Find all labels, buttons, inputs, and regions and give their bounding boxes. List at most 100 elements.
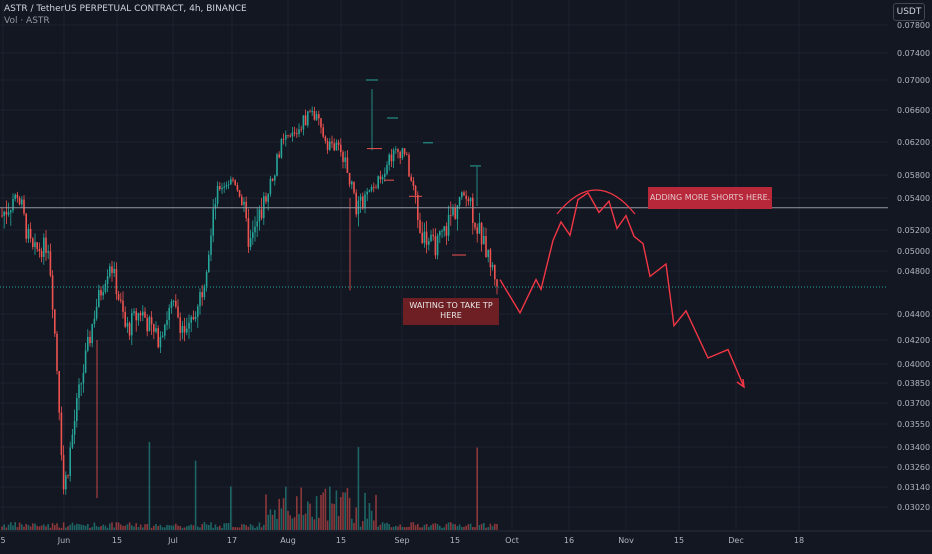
time-tick-label: Oct [505, 536, 519, 545]
volume-bar [227, 522, 230, 530]
price-tick-label: 0.03260 [897, 463, 930, 472]
volume-bar [359, 526, 362, 530]
candle-body [109, 266, 111, 277]
volume-bar [458, 524, 461, 530]
price-axis[interactable]: 0.07800 0.07400 0.07000 0.06600 0.06200 0.058… [888, 0, 932, 550]
candle-body [353, 181, 355, 193]
volume-bar [423, 524, 426, 530]
candle-body [307, 111, 309, 126]
currency-button[interactable]: USDT [893, 3, 925, 21]
candle-body [337, 142, 340, 145]
volume-bar [348, 497, 351, 530]
candle-body [329, 141, 331, 150]
candle-body [483, 235, 485, 245]
candle-body [23, 199, 25, 214]
volume-bar [478, 525, 481, 530]
candle-body [487, 249, 489, 258]
candle-body [89, 336, 91, 344]
candle-body [87, 336, 89, 351]
volume-bar [12, 525, 14, 530]
candle-body [232, 179, 234, 181]
volume-bar [351, 518, 353, 530]
candle-body [106, 276, 109, 284]
candle-body [375, 187, 377, 189]
volume-bar [476, 447, 478, 530]
candle-body [91, 324, 93, 344]
candle-body [469, 197, 472, 202]
candle-body [236, 185, 239, 191]
candle-body [392, 149, 395, 162]
candle-body [269, 178, 272, 195]
candle-body [10, 210, 12, 213]
candle-body [82, 372, 85, 384]
volume-bar [40, 525, 43, 530]
candle-body [379, 176, 382, 180]
volume-bar [120, 524, 122, 530]
candle-body [368, 190, 371, 192]
candle-body [478, 222, 481, 234]
candle-body [366, 191, 368, 195]
time-tick-label: 5 [0, 536, 5, 545]
volume-bar [417, 523, 419, 530]
volume-bar [190, 524, 192, 530]
price-tick-label: 0.05400 [897, 194, 930, 203]
volume-bar [269, 509, 272, 530]
volume-bar [469, 523, 472, 530]
candle-body [388, 154, 390, 165]
volume-bar [210, 522, 212, 530]
time-axis[interactable]: 5 Jun 15 Jul 17 Aug 15 Sep 15 Oct 16 Nov 15 Dec 18 [0, 530, 932, 545]
volume-bar [463, 526, 465, 530]
volume-bar [29, 526, 32, 530]
volume-bar [232, 527, 234, 530]
candle-body [340, 144, 342, 153]
volume-bar [467, 524, 470, 530]
volume-bar [276, 518, 278, 530]
candle-body [430, 234, 432, 242]
candle-body [331, 141, 333, 144]
volume-bar [126, 524, 129, 530]
candle-body [256, 221, 258, 227]
volume-bar [320, 495, 322, 530]
volume-bar [131, 525, 133, 530]
candle-body [401, 148, 404, 159]
candle-body [135, 311, 137, 321]
candle-body [115, 268, 118, 295]
candle-body [175, 300, 177, 307]
volume-bar [49, 527, 52, 530]
candle-body [227, 184, 230, 186]
candle-body [104, 283, 107, 292]
volume-bar [21, 524, 23, 530]
candle-body [168, 307, 170, 321]
volume-bar [381, 522, 384, 530]
candle-body [423, 231, 426, 243]
volume-bar [76, 523, 78, 530]
candle-body [16, 194, 19, 198]
volume-bar [150, 527, 153, 530]
volume-bar [333, 503, 335, 530]
volume-bar [122, 525, 124, 530]
candle-body [25, 213, 27, 239]
candle-body [280, 139, 283, 158]
candle-body [249, 238, 252, 247]
volume-bar [414, 525, 417, 530]
volume-bar [388, 524, 390, 530]
candle-body [467, 199, 470, 202]
add-shorts-note: ADDING MORE SHORTS HERE. [648, 187, 772, 209]
volume-bar [1, 526, 3, 530]
volume-bar [296, 496, 298, 530]
volume-bar [73, 525, 76, 530]
candle-body [69, 447, 71, 476]
volume-bar [410, 522, 412, 530]
volume-bar [115, 522, 118, 530]
volume-bar [54, 525, 56, 530]
candle-body [199, 292, 201, 307]
candle-body [480, 222, 483, 245]
volume-indicator-label[interactable]: Vol · ASTR [4, 16, 50, 26]
candle-body [27, 228, 30, 239]
price-tick-label: 0.03020 [897, 503, 930, 512]
volume-bar [164, 527, 166, 530]
candle-body [333, 143, 335, 151]
candle-body [245, 201, 247, 219]
